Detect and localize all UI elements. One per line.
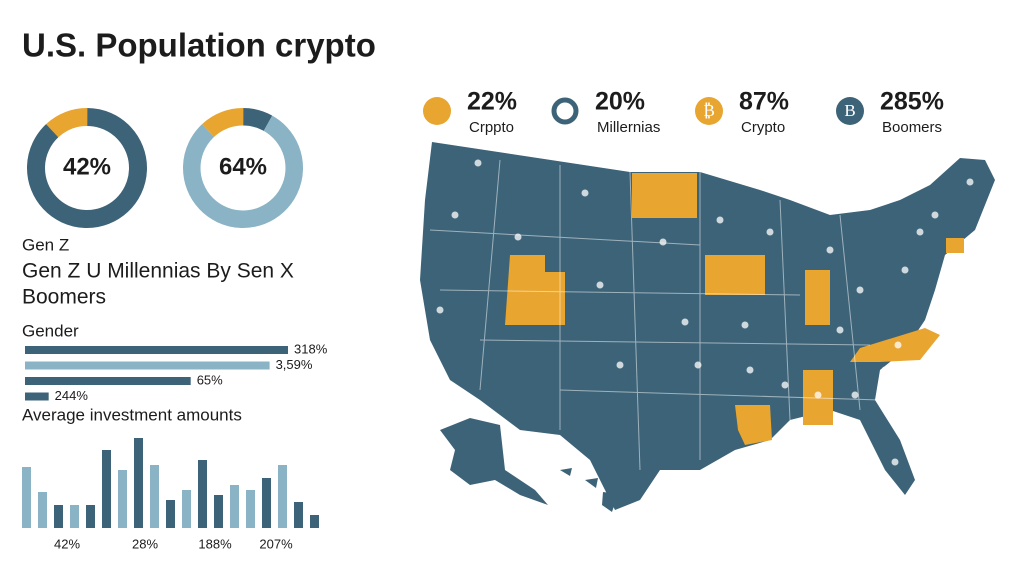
hbar — [25, 346, 288, 354]
label-text: Gender — [22, 321, 79, 340]
legend-value: 285% — [880, 88, 944, 116]
donut-center-label: 64% — [219, 153, 267, 180]
hbar-label: 318% — [294, 341, 328, 356]
legend-label: Boomers — [882, 119, 942, 136]
legend-label: Crppto — [469, 119, 514, 136]
donut-segment — [183, 108, 303, 228]
vbar — [294, 502, 303, 528]
legend-icon-text: B — [844, 101, 855, 120]
donut-center-label: 42% — [63, 153, 111, 180]
legend-label: Millernias — [597, 119, 660, 136]
hawaii — [560, 468, 618, 512]
donut-inner-ring — [200, 125, 286, 211]
vbar — [166, 500, 175, 528]
legend-value: 87% — [739, 88, 789, 116]
vbar — [182, 490, 191, 528]
legend-label: Crypto — [741, 119, 785, 136]
vbar — [38, 492, 47, 528]
vbar — [70, 505, 79, 528]
vbar-x-label: 188% — [198, 536, 232, 551]
vbar — [230, 485, 239, 528]
vbar — [86, 505, 95, 528]
vbars-title: Average investment amounts — [22, 405, 242, 424]
hbar — [25, 361, 270, 370]
title: U.S. Population crypto — [22, 27, 376, 64]
mainland — [420, 142, 995, 510]
legend-icon — [423, 97, 451, 125]
vbar — [262, 478, 271, 528]
label-text: Gen Z — [22, 235, 69, 254]
vbar — [246, 490, 255, 528]
vbar-x-label: 207% — [259, 536, 293, 551]
legend-icon — [695, 97, 723, 125]
vbar-x-label: 42% — [54, 536, 80, 551]
hbar — [25, 377, 191, 385]
legend-icon — [551, 97, 579, 125]
vbar — [310, 515, 319, 528]
legend-value: 22% — [467, 88, 517, 116]
state-dots — [436, 159, 974, 466]
vbar — [54, 505, 63, 528]
state-borders — [429, 159, 881, 471]
vbar — [22, 467, 31, 528]
alaska — [440, 418, 548, 505]
vbar — [278, 465, 287, 528]
donut-segment — [27, 108, 147, 228]
hbar-label: 3,59% — [276, 357, 313, 372]
vbar — [134, 438, 143, 528]
vbar-x-label: 28% — [132, 536, 158, 551]
hbar-label: 65% — [197, 372, 223, 387]
vbar — [214, 495, 223, 528]
legend-icon — [836, 97, 864, 125]
vbar — [150, 465, 159, 528]
vbar — [118, 470, 127, 528]
hbar — [25, 392, 49, 401]
label-text: Boomers — [22, 286, 106, 309]
vbar — [102, 450, 111, 528]
legend-value: 20% — [595, 88, 645, 116]
label-text: Gen Z U Millennias By Sen X — [22, 260, 294, 283]
vbar — [198, 460, 207, 528]
us-map — [420, 142, 995, 512]
hbar-label: 244% — [55, 388, 89, 403]
legend-icon-text: ₿ — [703, 101, 715, 120]
